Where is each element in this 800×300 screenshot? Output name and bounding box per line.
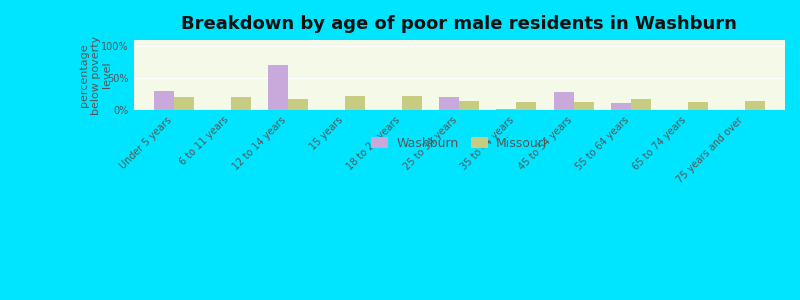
Bar [154, 91, 174, 110]
Bar [268, 65, 288, 110]
Bar [288, 98, 308, 110]
Bar [230, 97, 250, 110]
Bar [688, 102, 708, 110]
Bar [345, 96, 365, 110]
Title: Breakdown by age of poor male residents in Washburn: Breakdown by age of poor male residents … [182, 15, 737, 33]
Bar [745, 101, 765, 110]
Bar [402, 96, 422, 110]
Bar [439, 97, 459, 110]
Bar [459, 101, 479, 110]
Bar [554, 92, 574, 110]
Bar [497, 109, 517, 110]
Bar [630, 99, 650, 110]
Y-axis label: percentage
below poverty
level: percentage below poverty level [79, 35, 112, 115]
Bar [174, 97, 194, 110]
Bar [610, 103, 630, 110]
Bar [574, 102, 594, 110]
Bar [517, 102, 537, 110]
Legend: Washburn, Missouri: Washburn, Missouri [367, 134, 551, 154]
